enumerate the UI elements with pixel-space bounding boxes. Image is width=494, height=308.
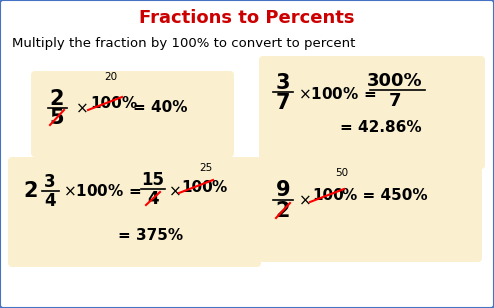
Text: 5: 5: [50, 108, 64, 128]
Text: 25: 25: [200, 163, 212, 173]
Text: 2: 2: [50, 89, 64, 109]
Text: $\times$100% =: $\times$100% =: [298, 86, 376, 102]
Text: 15: 15: [141, 171, 165, 189]
Text: Fractions to Percents: Fractions to Percents: [139, 9, 355, 27]
Text: 100: 100: [90, 96, 122, 111]
Text: = 40%: = 40%: [133, 100, 188, 116]
Text: $\times$: $\times$: [298, 192, 311, 208]
Text: %: %: [121, 96, 136, 111]
Text: 7: 7: [276, 93, 290, 113]
Text: % = 450%: % = 450%: [342, 188, 428, 204]
Text: 4: 4: [44, 192, 56, 210]
FancyBboxPatch shape: [259, 56, 485, 169]
FancyBboxPatch shape: [259, 166, 482, 262]
FancyBboxPatch shape: [8, 157, 261, 267]
Text: 20: 20: [104, 72, 118, 82]
Text: 3: 3: [276, 73, 290, 93]
Text: 3: 3: [44, 173, 56, 191]
Text: 50: 50: [335, 168, 349, 178]
Text: 4: 4: [147, 190, 159, 208]
Text: = 42.86%: = 42.86%: [340, 120, 421, 136]
Text: = 375%: = 375%: [118, 229, 183, 244]
Text: $\times$100% =: $\times$100% =: [63, 183, 141, 199]
Text: 9: 9: [276, 180, 290, 200]
Text: 100: 100: [181, 180, 213, 194]
Text: $\times$: $\times$: [168, 184, 181, 198]
Text: $\times$: $\times$: [75, 100, 88, 116]
Text: 100: 100: [312, 188, 344, 204]
Text: 7: 7: [389, 92, 401, 110]
Text: Multiply the fraction by 100% to convert to percent: Multiply the fraction by 100% to convert…: [12, 37, 355, 50]
Text: 2: 2: [24, 181, 38, 201]
Text: %: %: [211, 180, 226, 194]
Text: 2: 2: [276, 201, 290, 221]
Text: 300%: 300%: [367, 72, 423, 90]
FancyBboxPatch shape: [31, 71, 234, 157]
